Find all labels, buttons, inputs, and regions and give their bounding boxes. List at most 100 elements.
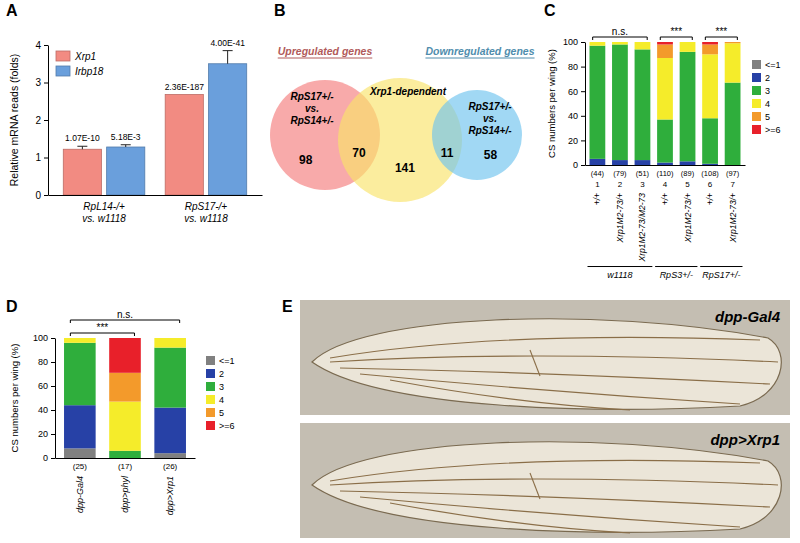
y-tick: 0	[573, 160, 585, 170]
wing-vein	[330, 356, 778, 362]
bar-segment	[612, 42, 628, 44]
legend-swatch	[206, 369, 215, 378]
p-value-label: 5.18E-3	[111, 132, 141, 142]
x-axis-line	[56, 458, 196, 459]
legend-label: 3	[765, 86, 770, 96]
error-bar	[121, 145, 131, 147]
y-tick-label: 20	[38, 429, 48, 439]
sample-size: (25)	[73, 462, 88, 471]
bar-segment	[680, 42, 696, 43]
wing-vein	[360, 374, 740, 404]
wing-crossvein	[530, 350, 540, 376]
legend-swatch	[752, 99, 761, 108]
sample-size: (97)	[726, 169, 740, 178]
bar-segment	[154, 338, 186, 339]
y-tick: 80	[38, 357, 55, 367]
y-tick-mark	[51, 362, 55, 363]
bar-segment	[657, 44, 673, 58]
bar-segment	[64, 338, 96, 339]
bar-number: 5	[685, 180, 690, 189]
y-tick-mark	[581, 42, 585, 43]
bar-segment	[657, 119, 673, 162]
x-tick-label: +/+	[660, 193, 670, 205]
y-axis: 020406080100	[563, 37, 586, 170]
group-line	[655, 266, 697, 267]
legend-label: >=6	[765, 125, 781, 135]
legend: <=12345>=6	[206, 356, 235, 431]
legend-label: 5	[219, 408, 224, 418]
bar-segment	[154, 408, 186, 454]
bar-segment	[702, 165, 718, 166]
legend-swatch	[206, 382, 215, 391]
x-tick: Xrp1M2-73/M2-73	[637, 193, 647, 263]
y-tick-label: 0	[43, 453, 48, 463]
y-axis-line	[48, 46, 49, 196]
p-value-label: 2.36E-187	[165, 82, 204, 92]
legend-label: 4	[219, 395, 224, 405]
panel-letter: A	[6, 2, 18, 19]
bar-segment	[657, 163, 673, 165]
legend-label: 3	[219, 382, 224, 392]
y-tick: 20	[568, 136, 585, 146]
bar-segment	[590, 42, 606, 43]
y-tick-mark	[581, 165, 585, 166]
bar-segment	[64, 405, 96, 448]
bar-segment	[109, 373, 141, 402]
wing-vein	[330, 337, 760, 358]
bar-segment	[702, 54, 718, 118]
bar-segment	[154, 348, 186, 408]
y-tick-label: 80	[38, 357, 48, 367]
plot-area	[64, 338, 186, 458]
y-tick: 40	[38, 405, 55, 415]
plot-area	[63, 51, 246, 195]
error-bar	[77, 146, 87, 149]
x-tick: dpp>phyl	[120, 475, 130, 513]
y-tick: 60	[568, 87, 585, 97]
bar-number: 1	[595, 180, 600, 189]
y-tick: 80	[568, 62, 585, 72]
group-label: w1118	[607, 270, 632, 280]
y-tick-mark	[44, 45, 48, 46]
bar-segment	[590, 42, 606, 46]
y-axis-line	[585, 43, 586, 166]
y-tick: 4	[35, 40, 48, 51]
y-axis-title: Relative mRNA reads (folds)	[8, 54, 20, 186]
y-tick: 40	[568, 111, 585, 121]
bar-segment	[109, 451, 141, 458]
header-underline	[278, 58, 373, 59]
significance-bracket	[70, 333, 134, 336]
x-tick-label: Xrp1M2-73/+	[683, 193, 693, 243]
bar-segment	[680, 42, 696, 43]
bar	[209, 64, 247, 195]
bar-segment	[680, 161, 696, 165]
legend-label: >=6	[219, 421, 235, 431]
bar-segment	[590, 46, 606, 159]
x-tick-label: Xrp1M2-73/+	[615, 193, 625, 243]
region-count: 98	[299, 153, 313, 167]
legend-label: <=1	[219, 356, 235, 366]
wing-vein	[360, 497, 740, 527]
y-tick-mark	[44, 158, 48, 159]
y-tick-label: 20	[568, 136, 578, 146]
bar-segment	[702, 164, 718, 165]
bar-segment	[64, 338, 96, 343]
y-tick-mark	[44, 83, 48, 84]
bar-segment	[64, 448, 96, 458]
venn-circle	[432, 90, 522, 180]
significance-bracket	[70, 320, 179, 323]
x-tick-label: RpL14-/+vs. w1118	[82, 201, 126, 224]
significance-label: ***	[715, 26, 727, 37]
y-tick-label: 0	[573, 160, 578, 170]
panel: Edpp-Gal4dpp>Xrp1	[282, 298, 790, 538]
legend-swatch	[752, 60, 761, 69]
bar-segment	[702, 44, 718, 54]
y-axis: 01234	[35, 40, 48, 201]
y-tick-label: 3	[35, 77, 41, 88]
bar-segment	[657, 58, 673, 120]
region-count: 70	[352, 146, 366, 160]
x-tick-label: Xrp1M2-73/+	[728, 193, 738, 243]
legend-swatch	[206, 356, 215, 365]
figure: A1.07E-102.36E-1875.18E-34.00E-4101234Re…	[0, 0, 800, 543]
x-tick: RpL14-/+vs. w1118	[82, 201, 126, 224]
wing-shape	[312, 319, 781, 409]
